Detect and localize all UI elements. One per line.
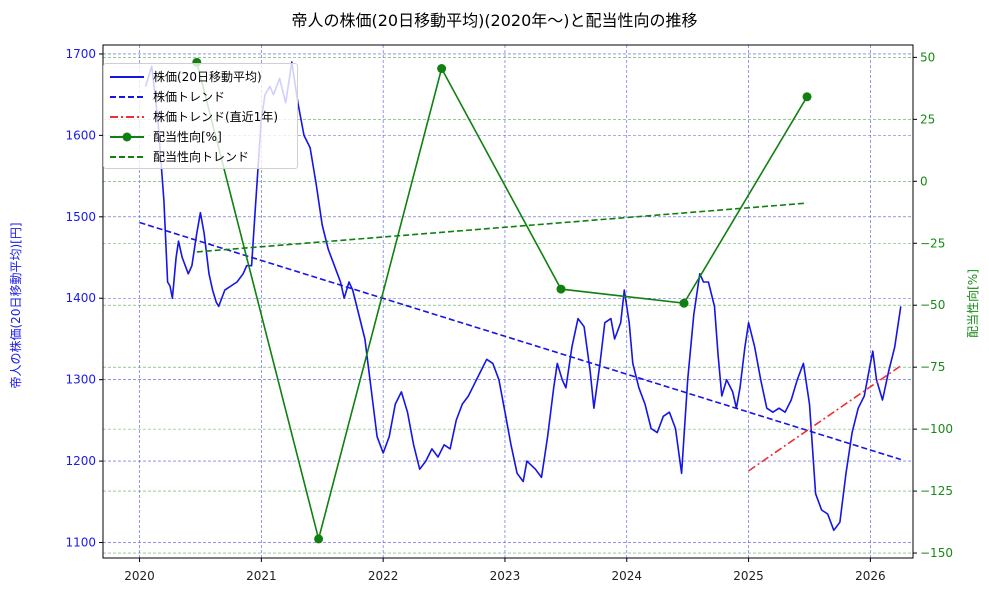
- tick-label-left: 1400: [65, 291, 96, 305]
- tick-label-x: 2020: [124, 569, 155, 583]
- tick-label-x: 2021: [246, 569, 277, 583]
- legend-label: 株価トレンド(直近1年): [153, 110, 278, 124]
- legend-item-payout: 配当性向[%]: [110, 127, 222, 146]
- recent-trend-line: [748, 365, 902, 472]
- plot-frame: [102, 44, 914, 559]
- tick-label-left: 1100: [65, 536, 96, 550]
- chart-title: 帝人の株価(20日移動平均)(2020年〜)と配当性向の推移: [291, 11, 698, 30]
- legend-item-price-trend: 株価トレンド: [110, 87, 225, 106]
- legend-item-price: 株価(20日移動平均): [110, 67, 262, 86]
- y-axis-label-left: 帝人の株価(20日移動平均)[円]: [8, 223, 23, 389]
- tick-label-left: 1200: [65, 454, 96, 468]
- legend-label: 配当性向[%]: [153, 130, 222, 144]
- tick-label-right: −100: [920, 422, 953, 436]
- tick-label-x: 2023: [490, 569, 521, 583]
- tick-label-right: −25: [920, 236, 945, 250]
- legend-label: 株価(20日移動平均): [153, 70, 262, 84]
- tick-label-x: 2025: [733, 569, 764, 583]
- tick-label-left: 1600: [65, 128, 96, 142]
- tick-label-right: 50: [920, 50, 935, 64]
- legend-swatch-dashdot-red-icon: [110, 115, 144, 118]
- tick-label-left: 1300: [65, 373, 96, 387]
- tick-label-right: −75: [920, 360, 945, 374]
- legend-swatch-marker-green-icon: [110, 132, 144, 141]
- payout-marker: [802, 92, 812, 102]
- payout-marker: [679, 298, 689, 308]
- payout-marker: [314, 534, 324, 544]
- legend-item-recent-trend: 株価トレンド(直近1年): [110, 107, 278, 126]
- legend-label: 株価トレンド: [153, 90, 226, 104]
- legend-item-payout-trend: 配当性向トレンド: [110, 147, 249, 166]
- tick-label-right: −125: [920, 484, 953, 498]
- y-axis-label-right: 配当性向[%]: [965, 269, 980, 338]
- payout-trend-line: [196, 202, 808, 253]
- tick-label-right: −50: [920, 298, 945, 312]
- price-trend-line: [139, 221, 902, 461]
- tick-label-x: 2024: [611, 569, 642, 583]
- payout-marker: [556, 284, 566, 294]
- tick-label-x: 2026: [855, 569, 886, 583]
- tick-label-right: 0: [920, 174, 928, 188]
- legend-swatch-dashed-green-icon: [110, 155, 144, 158]
- payout-marker: [437, 64, 447, 74]
- tick-label-x: 2022: [368, 569, 399, 583]
- tick-label-right: 25: [920, 112, 935, 126]
- payout-line: [196, 62, 808, 543]
- tick-label-left: 1500: [65, 210, 96, 224]
- tick-label-left: 1700: [65, 47, 96, 61]
- tick-label-right: −150: [920, 546, 953, 560]
- legend-swatch-dashed-blue-icon: [110, 95, 144, 98]
- legend-swatch-solid-blue-icon: [110, 75, 144, 78]
- legend: 株価(20日移動平均) 株価トレンド 株価トレンド(直近1年) 配当性向[%] …: [103, 63, 298, 169]
- legend-label: 配当性向トレンド: [153, 150, 250, 164]
